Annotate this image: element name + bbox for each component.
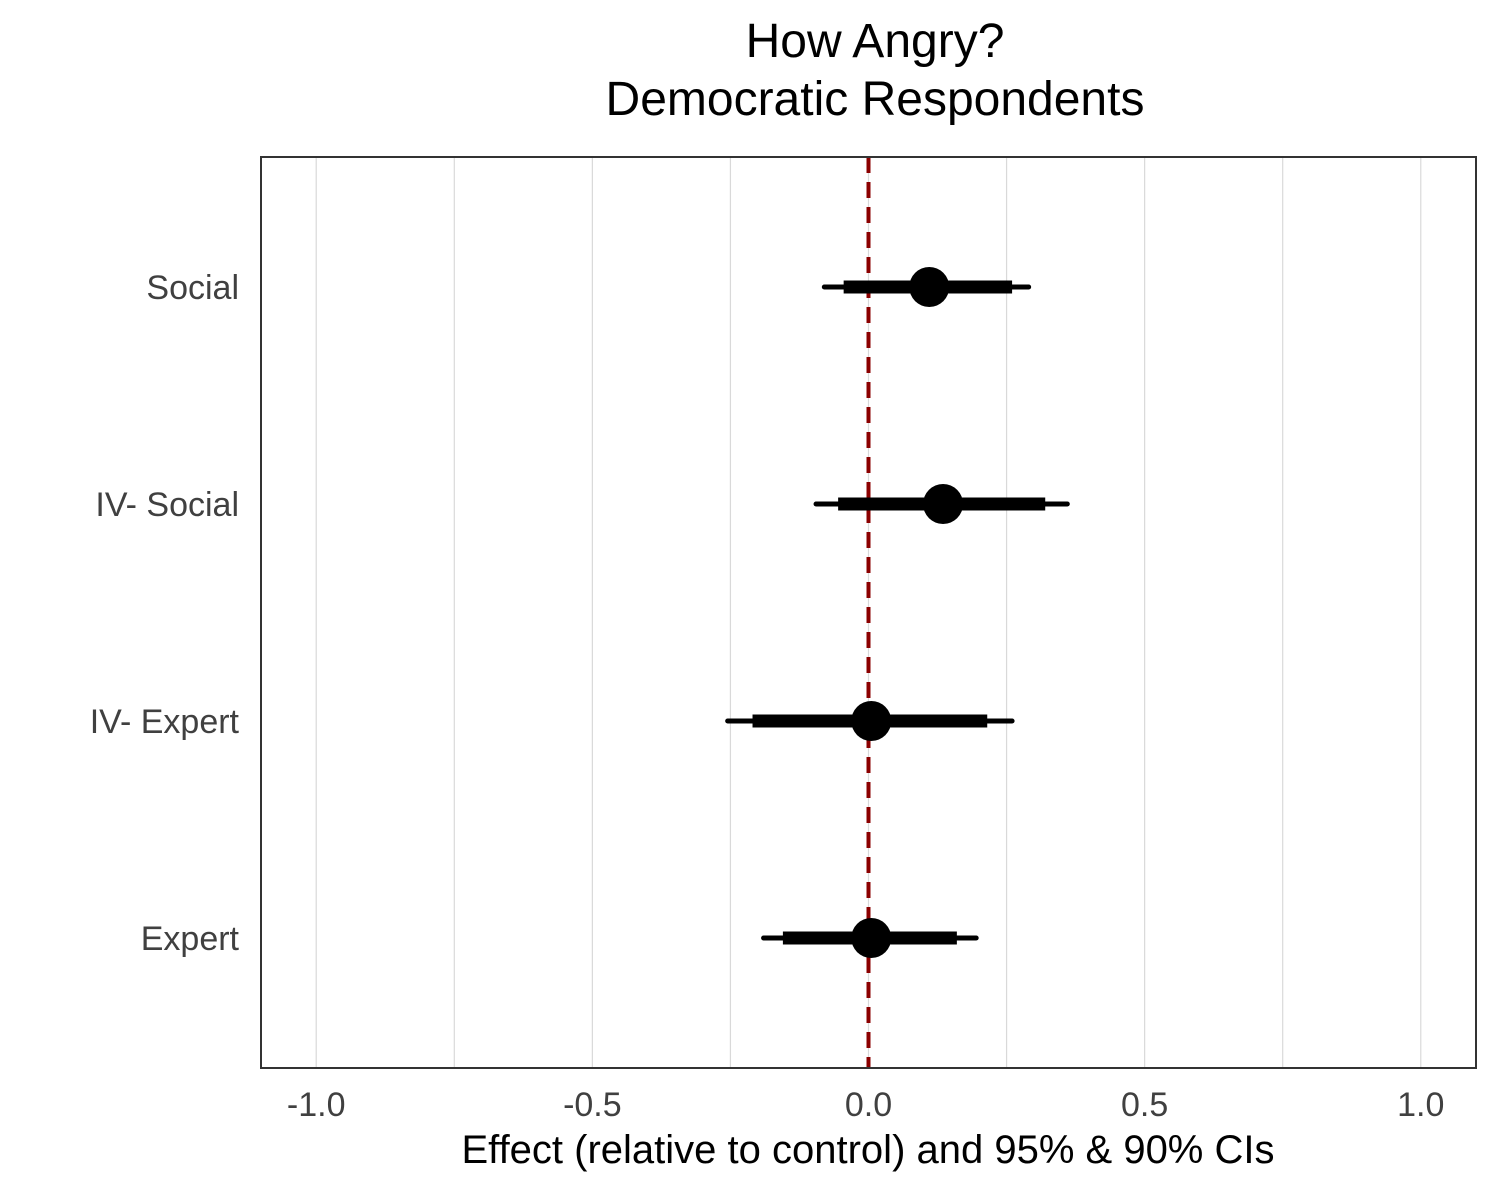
- x-tick-label: 0.0: [845, 1086, 892, 1124]
- chart-title-line-2: Democratic Respondents: [605, 73, 1145, 126]
- y-tick-label: Social: [146, 269, 239, 307]
- plot-frame: [260, 156, 1477, 1069]
- chart-title-line-1: How Angry?: [745, 15, 1005, 68]
- y-tick-label: Expert: [141, 920, 240, 958]
- y-tick-label: IV- Expert: [90, 703, 240, 741]
- estimate-point: [851, 701, 892, 741]
- estimate-point: [923, 484, 964, 524]
- x-tick-labels: -1.0 -0.5 0.0 0.5 1.0: [287, 1086, 1444, 1124]
- y-tick-label: IV- Social: [95, 486, 239, 524]
- estimate-point: [851, 918, 892, 958]
- estimates-layer: [725, 267, 1070, 958]
- estimate-point: [909, 267, 950, 307]
- x-tick-label: 0.5: [1121, 1086, 1168, 1124]
- x-tick-label: -0.5: [563, 1086, 622, 1124]
- y-tick-labels: Social IV- Social IV- Expert Expert: [90, 269, 240, 958]
- x-tick-label: 1.0: [1397, 1086, 1444, 1124]
- x-tick-label: -1.0: [287, 1086, 346, 1124]
- x-axis-label: Effect (relative to control) and 95% & 9…: [461, 1128, 1275, 1172]
